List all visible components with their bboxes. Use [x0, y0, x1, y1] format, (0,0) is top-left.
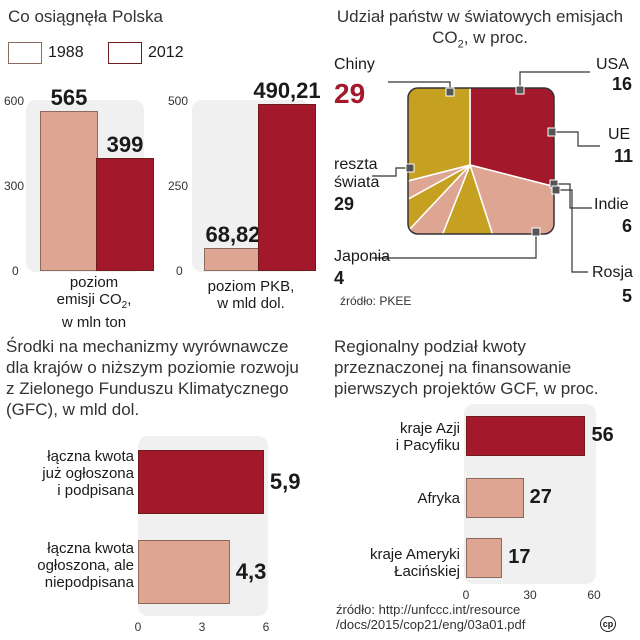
cc-badge: cp [600, 616, 616, 632]
pie-marker-eu [547, 127, 557, 137]
gfc-value-0: 5,9 [269, 468, 301, 494]
gfc-bar-1 [138, 540, 230, 604]
pie-value-china: 29 [334, 78, 366, 109]
pie-marker-japan [531, 227, 541, 237]
regional-bar-1 [466, 478, 524, 518]
gdp-bar-2012 [258, 104, 316, 271]
regional-value-2: 17 [508, 546, 531, 568]
emissions-tick-600: 600 [4, 94, 25, 108]
pie-value-eu: 11 [614, 146, 634, 166]
pie-leader-rest [372, 167, 410, 177]
pie-marker-usa [515, 85, 525, 95]
gfc-cat-signed: łączna kwota już ogłoszona i podpisana [42, 448, 134, 499]
pie-slice-china [469, 88, 554, 201]
legend-swatch-2012 [108, 42, 142, 64]
gfc-title: Środki na mechanizmy wyrównawcze dla kraj… [6, 337, 299, 419]
gfc-cat-unsigned: łączna kwota ogłoszona, ale niepodpisana [37, 540, 134, 591]
pie-label-china: Chiny [334, 56, 375, 73]
emissions-tick-300: 300 [4, 179, 25, 193]
regional-value-0: 56 [591, 424, 614, 446]
pie-value-japan: 4 [334, 268, 345, 288]
pie-marker-rest [405, 163, 415, 173]
pie-label-rest: reszta świata [334, 156, 380, 191]
regional-value-1: 27 [529, 486, 552, 508]
regional-tick-0: 0 [462, 588, 470, 602]
regional-cat-africa: Afryka [417, 490, 460, 507]
legend-swatch-1988 [8, 42, 42, 64]
pie-leader-japan [372, 234, 537, 259]
pie-marker-china [445, 87, 455, 97]
pie-leader-usa [519, 71, 590, 90]
co2-source: źródło: PKEE [340, 294, 412, 308]
pie-leader-eu [552, 131, 600, 147]
regional-cat-asia: kraje Azji i Pacyfiku [395, 420, 460, 454]
pie-label-japan: Japonia [334, 248, 391, 265]
pie-label-usa: USA [596, 56, 629, 73]
legend-label-2012: 2012 [148, 44, 184, 61]
pie-value-rest: 29 [334, 194, 355, 214]
regional-title: Regionalny podział kwoty przeznaczonej na… [334, 337, 599, 398]
gdp-value-1988: 68,82 [205, 221, 261, 247]
regional-tick-60: 60 [587, 588, 601, 602]
emissions-tick-0: 0 [12, 264, 19, 278]
regional-bar-0 [466, 416, 586, 456]
regional-source: źródło: http://unfccc.int/resource/docs/… [336, 602, 526, 632]
gdp-tick-0: 0 [176, 264, 183, 278]
gfc-bar-0 [138, 450, 264, 514]
gdp-value-2012: 490,21 [253, 78, 321, 104]
emissions-value-1988: 565 [50, 84, 88, 110]
regional-tick-30: 30 [523, 588, 537, 602]
gfc-tick-0: 0 [134, 620, 142, 634]
pie-marker-russia [551, 185, 561, 195]
pie-value-usa: 16 [612, 74, 633, 94]
poland-title: Co osiągnęła Polska [8, 7, 163, 26]
pie-slice-india [408, 164, 471, 234]
pie-label-india: Indie [594, 196, 629, 213]
pie-value-india: 6 [622, 216, 633, 236]
pie-slice-japan [408, 164, 471, 234]
gdp-tick-500: 500 [168, 94, 189, 108]
pie-value-russia: 5 [622, 286, 633, 306]
pie-slice-rest [408, 88, 471, 201]
gfc-value-1: 4,3 [235, 558, 267, 584]
co2-title: Udział państw w światowych emisjach CO2,… [336, 7, 624, 51]
legend-label-1988: 1988 [48, 44, 84, 61]
pie-frame [407, 87, 555, 235]
pie-label-russia: Rosja [592, 264, 633, 281]
emissions-value-2012: 399 [106, 131, 144, 157]
gdp-tick-250: 250 [168, 179, 189, 193]
pie-leader-russia [556, 189, 588, 273]
regional-cat-latam: kraje Ameryki Łacińskiej [369, 546, 460, 580]
emissions-label: poziom emisji CO2, w mln ton [56, 274, 132, 331]
pie-leader-india [554, 183, 592, 209]
emissions-bar-2012 [96, 157, 154, 271]
gdp-label: poziom PKB, w mld dol. [207, 278, 295, 312]
pie-label-eu: UE [608, 126, 631, 143]
regional-bar-2 [466, 538, 503, 578]
gfc-tick-3: 3 [198, 620, 206, 634]
gfc-tick-6: 6 [262, 620, 270, 634]
emissions-bar-1988 [40, 110, 98, 271]
